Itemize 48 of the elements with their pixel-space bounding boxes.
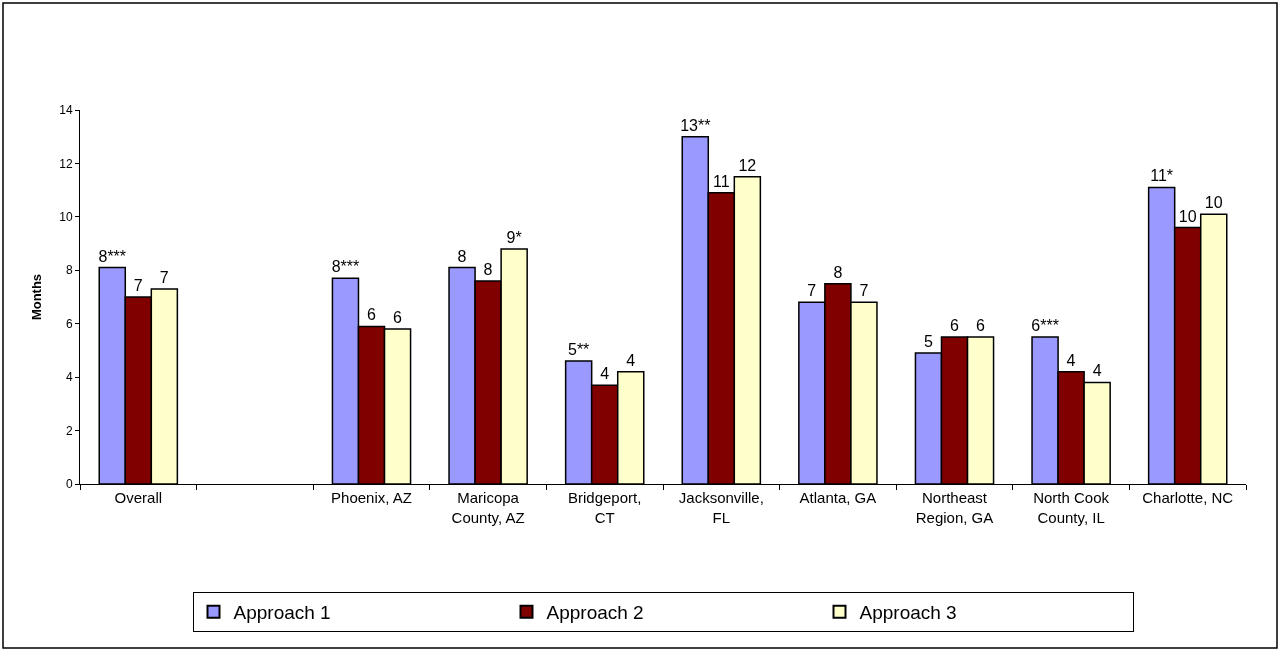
data-label: 10 [1204, 194, 1223, 212]
data-label: 6*** [1031, 317, 1059, 335]
data-label: 7 [807, 282, 817, 300]
data-label: 8*** [331, 258, 360, 276]
legend-label: Approach 2 [546, 602, 644, 624]
legend-label: Approach 3 [859, 602, 957, 624]
y-tick-label: 12 [59, 156, 73, 171]
y-tick-label: 6 [65, 316, 73, 331]
legend-label: Approach 1 [233, 602, 331, 624]
data-label: 8 [833, 263, 843, 281]
data-label: 5** [567, 341, 590, 359]
data-label: 7 [159, 268, 169, 286]
data-label: 8*** [98, 247, 127, 265]
data-label: 10 [1178, 207, 1197, 225]
y-tick-label: 8 [65, 263, 73, 278]
data-label: 11 [712, 172, 730, 190]
y-tick-label: 2 [65, 423, 73, 438]
data-label: 4 [1066, 351, 1076, 369]
y-tick-label: 0 [65, 477, 73, 492]
data-label: 6 [393, 309, 403, 327]
x-tick-label: Maricopa County, AZ [451, 489, 525, 526]
data-label: 7 [133, 277, 143, 294]
x-tick-label: Bridgeport, CT [568, 489, 642, 526]
x-tick-label: North Cook County, IL [1033, 489, 1110, 526]
y-axis-title: Months [29, 273, 45, 321]
x-tick-label: Atlanta, GA [799, 489, 877, 506]
data-label: 5 [923, 333, 933, 351]
data-label: 6 [976, 317, 986, 335]
data-label: 12 [738, 156, 757, 174]
x-tick-label: Charlotte, NC [1142, 489, 1234, 506]
x-tick-label: Northeast Region, GA [915, 489, 994, 526]
y-tick-label: 14 [59, 103, 73, 118]
data-label: 4 [626, 351, 636, 369]
data-label: 9* [506, 228, 522, 246]
data-label: 4 [1092, 362, 1102, 380]
data-label: 11* [1150, 167, 1174, 185]
x-tick-label: Overall [114, 489, 163, 506]
data-label: 13** [680, 116, 711, 134]
data-label: 8 [457, 247, 467, 265]
data-label: 6 [950, 317, 959, 335]
x-tick-label: Jacksonville, FL [678, 489, 764, 526]
data-label: 4 [600, 365, 610, 383]
data-label: 7 [859, 282, 869, 300]
data-label: 6 [367, 306, 376, 324]
data-label: 8 [483, 260, 493, 278]
x-tick-label: Phoenix, AZ [331, 489, 412, 506]
y-tick-label: 10 [59, 210, 73, 225]
y-tick-label: 4 [65, 370, 73, 385]
